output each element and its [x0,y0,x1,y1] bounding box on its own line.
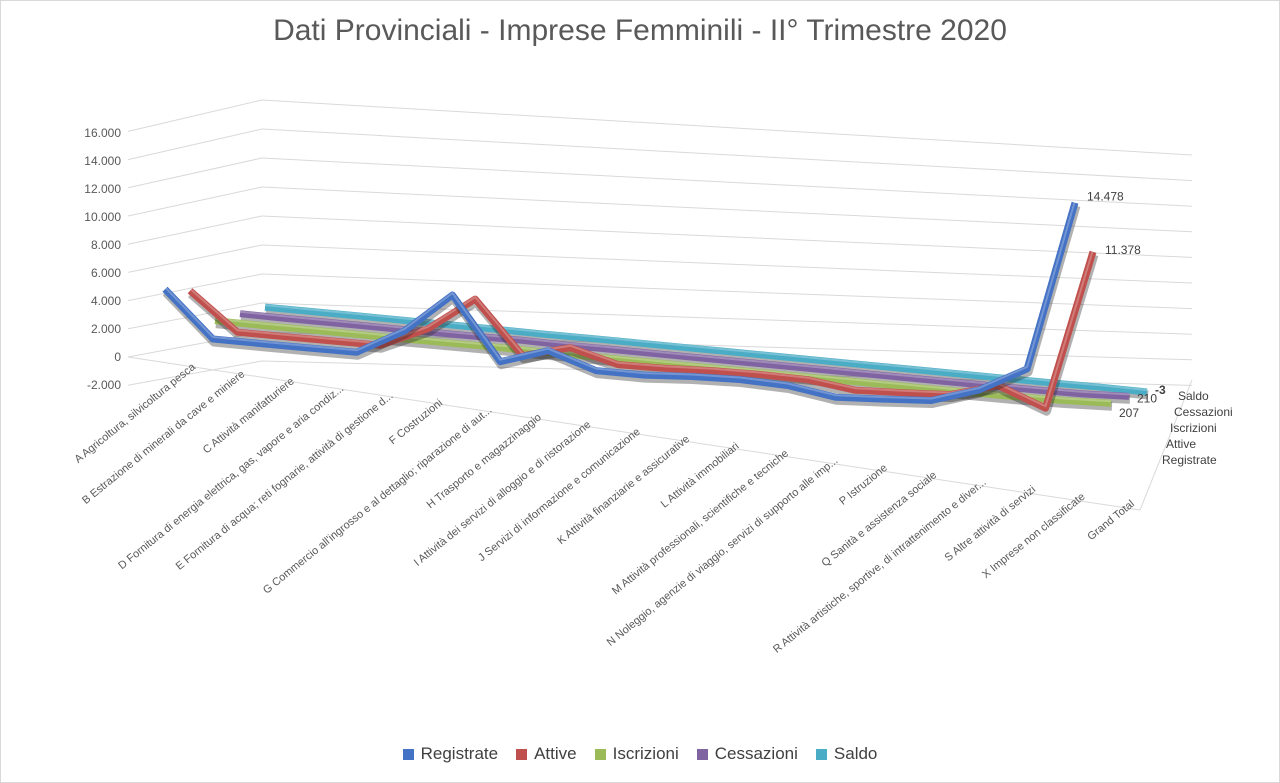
gridline-side [127,186,263,217]
gridline-side [127,99,263,132]
x-tick-label: Grand Total [1085,498,1137,543]
legend-label: Iscrizioni [612,744,679,763]
gridline-back [261,186,1193,233]
depth-label: Saldo [1178,389,1209,403]
depth-label: Iscrizioni [1170,421,1217,435]
legend-item-saldo: Saldo [815,744,878,764]
gridline-side [127,244,263,273]
y-tick-label: 8.000 [91,238,121,252]
gridline-side [127,331,263,358]
legend-label: Cessazioni [714,744,798,763]
legend-label: Attive [534,744,577,763]
depth-label: Cessazioni [1174,405,1233,419]
floor-right-edge [1139,379,1193,511]
end-label-iscrizioni: 207 [1119,406,1139,420]
series-line-attive [187,250,1097,412]
x-tick-label: X Imprese non classificate [980,491,1087,581]
series-line-highlight [189,249,1094,408]
gridlines [127,99,1193,511]
y-tick-label: 10.000 [84,210,121,224]
legend-swatch [516,748,528,760]
y-tick-label: 0 [114,350,121,364]
gridline-back [261,157,1193,207]
gridline-back [261,215,1193,258]
depth-label: Registrate [1162,453,1217,467]
legend-swatch [594,748,606,760]
gridline-side [127,273,263,302]
gridline-back [261,99,1193,156]
y-tick-label: 12.000 [84,182,121,196]
chart-title: Dati Provinciali - Imprese Femminili - I… [273,14,1007,47]
end-label-registrate: 14.478 [1087,190,1124,204]
x-tick-label: A Agricoltura, silvicoltura pesca [72,360,198,465]
legend-label: Registrate [420,744,499,763]
legend-item-iscrizioni: Iscrizioni [594,744,679,764]
end-label-saldo: -3 [1155,383,1166,397]
x-tick-label: G Commercio all'ingrosso e al dettaglio;… [261,404,494,596]
y-tick-label: 16.000 [84,126,121,140]
series-line-highlight [164,200,1076,400]
series-line-highlight [264,304,1148,391]
gridline-back [261,244,1193,284]
series-line-cessazioni [239,310,1130,400]
legend: Registrate Attive Iscrizioni Cessazioni Sald… [0,744,1280,764]
y-tick-label: 14.000 [84,154,121,168]
x-tick-label: Q Sanità e assistenza sociale [820,469,940,569]
series-line-highlight [239,310,1130,396]
series-line-registrate [162,201,1079,404]
x-tick-label: E Fornitura di acqua; reti fognarie, att… [174,390,396,573]
depth-axis-labels: Saldo Cessazioni Iscrizioni Attive Registrat… [1162,389,1233,467]
legend-swatch [696,748,708,760]
y-tick-label: -2.000 [87,378,121,392]
depth-label: Attive [1166,437,1196,451]
y-axis-ticks: 16.000 14.000 12.000 10.000 8.000 6.000 4.000 2… [84,126,121,392]
gridline-back [261,128,1193,182]
legend-swatch [402,748,414,760]
end-label-attive: 11.378 [1105,243,1141,257]
y-tick-label: 4.000 [91,294,121,308]
x-tick-label: F Costruzioni [387,397,445,447]
legend-item-registrate: Registrate [402,744,499,764]
legend-label: Saldo [833,744,878,763]
gridline-side [127,157,263,189]
legend-item-attive: Attive [516,744,577,764]
gridline-back [261,273,1193,310]
series-lines [162,200,1149,416]
y-tick-label: 6.000 [91,266,121,280]
x-tick-label: R Attività artistiche, sportive, di intr… [771,476,989,655]
gridline-side [127,128,263,161]
legend-swatch [815,748,827,760]
gridline-side [127,215,263,245]
y-tick-label: 2.000 [91,322,121,336]
x-tick-label: P Istruzione [837,462,890,508]
x-tick-label: H Trasporto e magazzinaggio [425,411,544,511]
gridline-side [127,360,263,386]
floor-front-edge [127,356,1141,511]
legend-item-cessazioni: Cessazioni [696,744,798,764]
x-tick-label: D Fornitura di energia elettrica, gas, v… [116,383,346,572]
end-label-cessazioni: 210 [1137,391,1157,405]
